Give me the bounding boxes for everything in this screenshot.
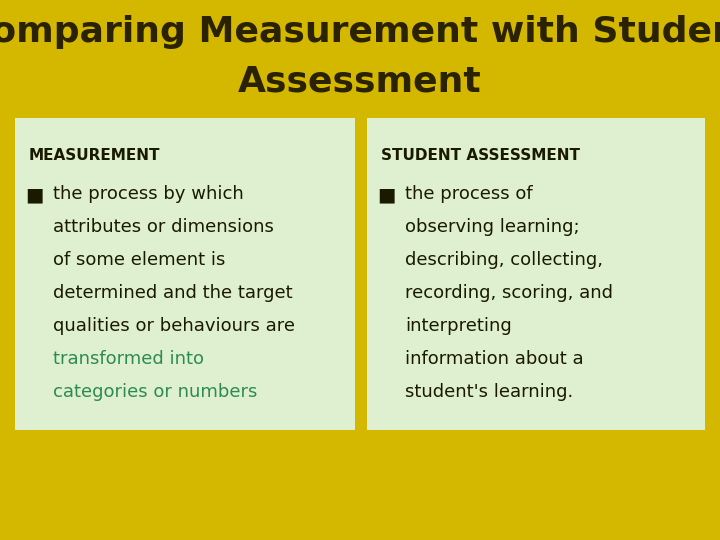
Text: information about a: information about a <box>405 350 584 368</box>
Text: Comparing Measurement with Student: Comparing Measurement with Student <box>0 15 720 49</box>
Text: MEASUREMENT: MEASUREMENT <box>29 148 161 163</box>
Text: the process by which: the process by which <box>53 185 244 203</box>
Text: determined and the target: determined and the target <box>53 284 292 302</box>
Text: of some element is: of some element is <box>53 251 225 269</box>
Text: STUDENT ASSESSMENT: STUDENT ASSESSMENT <box>381 148 580 163</box>
Text: Assessment: Assessment <box>238 65 482 99</box>
FancyBboxPatch shape <box>367 118 705 430</box>
Text: student's learning.: student's learning. <box>405 383 573 401</box>
Text: qualities or behaviours are: qualities or behaviours are <box>53 317 295 335</box>
Text: interpreting: interpreting <box>405 317 512 335</box>
Text: observing learning;: observing learning; <box>405 218 580 236</box>
FancyBboxPatch shape <box>15 118 355 430</box>
Text: categories or numbers: categories or numbers <box>53 383 257 401</box>
Text: attributes or dimensions: attributes or dimensions <box>53 218 274 236</box>
Text: recording, scoring, and: recording, scoring, and <box>405 284 613 302</box>
Text: ■: ■ <box>25 185 43 204</box>
Text: ■: ■ <box>377 185 395 204</box>
Text: transformed into: transformed into <box>53 350 204 368</box>
Text: describing, collecting,: describing, collecting, <box>405 251 603 269</box>
Text: the process of: the process of <box>405 185 533 203</box>
